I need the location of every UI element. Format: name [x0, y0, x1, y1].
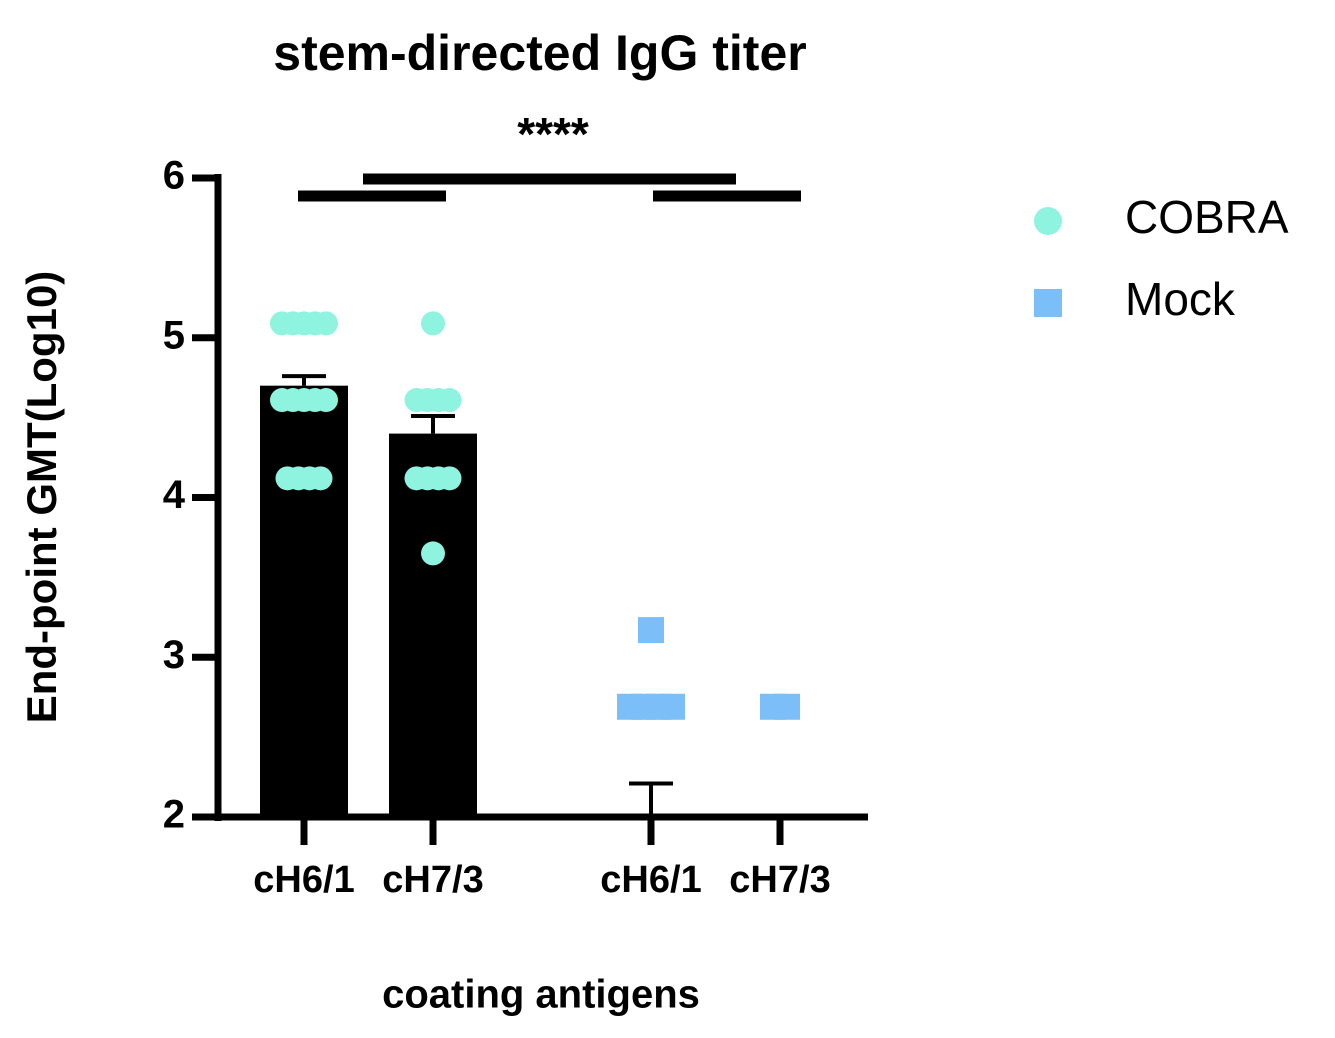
data-point: [774, 693, 800, 720]
data-point: [314, 388, 338, 413]
chart-title: stem-directed IgG titer: [273, 25, 806, 81]
error-bar: [411, 414, 455, 434]
data-point: [437, 466, 462, 491]
y-tick-label: 3: [163, 633, 185, 677]
y-tick-label: 5: [163, 313, 185, 357]
data-point: [659, 693, 685, 720]
bar: [389, 433, 477, 817]
data-point: [421, 541, 445, 566]
error-bar: [282, 374, 326, 386]
data-point: [314, 311, 338, 336]
y-tick-label: 2: [163, 793, 185, 837]
data-point: [421, 311, 445, 336]
data-point: [308, 466, 333, 491]
significance-brackets: [298, 173, 801, 202]
error-bar: [629, 781, 673, 817]
legend-label: Mock: [1125, 273, 1236, 325]
legend-marker: [1034, 289, 1062, 317]
x-tick-label: cH7/3: [382, 859, 483, 901]
data-point: [638, 617, 664, 644]
y-tick-label: 6: [163, 154, 185, 198]
data-point: [437, 388, 462, 413]
legend-marker: [1034, 207, 1062, 235]
y-tick-label: 4: [163, 473, 186, 517]
legend-label: COBRA: [1125, 191, 1289, 243]
significance-label: ****: [517, 108, 589, 160]
bar: [260, 385, 348, 817]
x-axis-title: coating antigens: [382, 973, 700, 1017]
x-tick-label: cH6/1: [600, 859, 701, 901]
x-tick-label: cH7/3: [729, 859, 830, 901]
y-axis-title: End-point GMT(Log10): [18, 271, 65, 724]
x-tick-label: cH6/1: [253, 859, 354, 901]
